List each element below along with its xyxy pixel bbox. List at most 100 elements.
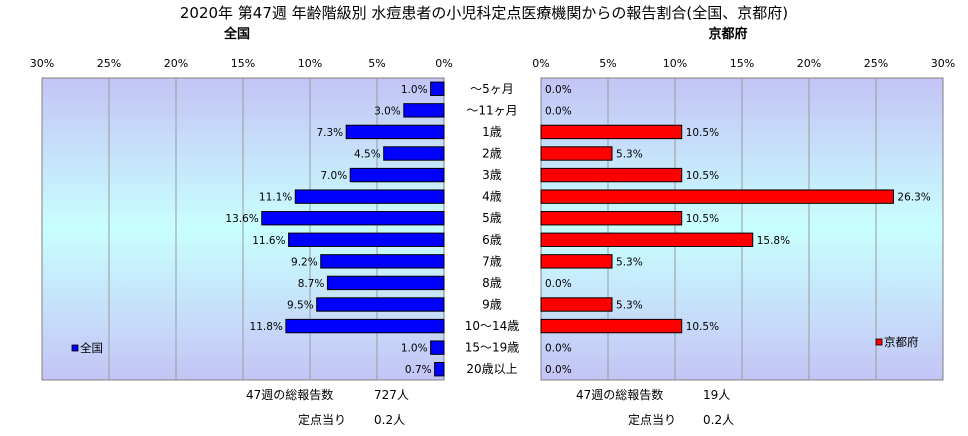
legend-swatch-kyoto xyxy=(875,338,883,346)
x-tick-label-kyoto: 20% xyxy=(797,57,821,70)
bar-kyoto xyxy=(540,167,683,183)
x-tick-label-kyoto: 5% xyxy=(599,57,616,70)
data-label-kyoto: 15.8% xyxy=(757,235,790,247)
data-label-national: 11.1% xyxy=(259,192,292,204)
category-label: 5歳 xyxy=(482,211,502,225)
data-label-national: 8.7% xyxy=(298,278,325,290)
data-label-national: 3.0% xyxy=(374,105,401,117)
category-label: 8歳 xyxy=(482,276,502,290)
bar-national xyxy=(316,297,445,312)
category-label: 7歳 xyxy=(482,254,502,268)
x-tick-label-national: 30% xyxy=(30,57,54,70)
bar-national xyxy=(320,254,445,269)
bar-kyoto xyxy=(540,318,683,334)
category-label: 1歳 xyxy=(482,125,502,139)
data-label-kyoto: 0.0% xyxy=(545,343,572,355)
bar-national xyxy=(430,81,445,96)
data-label-national: 11.8% xyxy=(250,321,283,333)
x-tick-label-national: 10% xyxy=(298,57,322,70)
data-label-national: 9.2% xyxy=(291,256,318,268)
bar-kyoto xyxy=(540,146,613,161)
x-tick-label-national: 15% xyxy=(231,57,255,70)
data-label-kyoto: 10.5% xyxy=(686,213,719,225)
x-tick-label-kyoto: 25% xyxy=(864,57,888,70)
bar-national xyxy=(285,318,445,334)
bars xyxy=(261,81,894,377)
x-tick-label-national: 0% xyxy=(435,57,452,70)
data-label-national: 4.5% xyxy=(354,149,381,161)
data-label-kyoto: 0.0% xyxy=(545,278,572,290)
bar-national xyxy=(326,275,445,291)
category-label: 10～14歳 xyxy=(465,319,520,333)
footer-kyoto: 47週の総報告数 19人 定点当り 0.2人 xyxy=(576,387,734,427)
category-label: 4歳 xyxy=(482,190,502,204)
bar-national xyxy=(261,211,445,226)
bar-national xyxy=(434,362,445,377)
x-tick-label-national: 5% xyxy=(368,57,385,70)
data-label-national: 1.0% xyxy=(401,84,428,96)
x-tick-label-kyoto: 10% xyxy=(663,57,687,70)
footer-kyoto-total-value: 19人 xyxy=(703,388,730,402)
category-label: ～11ヶ月 xyxy=(466,103,517,117)
category-label: 6歳 xyxy=(482,233,502,247)
legend-label-national: 全国 xyxy=(80,341,103,355)
bar-national xyxy=(430,340,445,355)
data-label-national: 13.6% xyxy=(225,213,258,225)
footer-national-total-value: 727人 xyxy=(374,388,409,402)
footer-kyoto-total-label: 47週の総報告数 xyxy=(576,387,663,402)
data-label-kyoto: 26.3% xyxy=(897,192,930,204)
data-label-kyoto: 10.5% xyxy=(686,170,719,182)
footer-national-per-label: 定点当り xyxy=(298,412,346,427)
x-tick-label-kyoto: 0% xyxy=(532,57,549,70)
data-label-kyoto: 5.3% xyxy=(616,300,643,312)
bar-national xyxy=(349,167,445,183)
data-label-kyoto: 0.0% xyxy=(545,84,572,96)
category-label: 9歳 xyxy=(482,298,502,312)
data-label-national: 0.7% xyxy=(405,364,432,376)
bar-national xyxy=(383,146,445,161)
data-labels: 1.0%3.0%7.3%4.5%7.0%11.1%13.6%11.6%9.2%8… xyxy=(225,84,930,376)
legend-label-kyoto: 京都府 xyxy=(884,335,919,349)
bar-national xyxy=(345,124,445,140)
bar-kyoto xyxy=(540,254,613,269)
category-labels: ～5ヶ月 ～11ヶ月 1歳 2歳 3歳 4歳 5歳 6歳 7歳 8歳 9歳 10～14歳 15～19歳 2… xyxy=(465,82,520,376)
data-label-kyoto: 0.0% xyxy=(545,105,572,117)
category-label: 20歳以上 xyxy=(466,362,517,376)
bar-kyoto xyxy=(540,211,683,226)
x-tick-label-national: 20% xyxy=(164,57,188,70)
chart-title: 2020年 第47週 年齢階級別 水痘患者の小児科定点医療機関からの報告割合(全… xyxy=(180,4,788,22)
data-label-kyoto: 5.3% xyxy=(616,256,643,268)
category-label: 3歳 xyxy=(482,168,502,182)
panel-title-kyoto: 京都府 xyxy=(708,26,747,42)
bar-kyoto xyxy=(540,232,754,247)
footer-national-per-value: 0.2人 xyxy=(374,413,405,427)
legend-swatch-national xyxy=(71,344,79,352)
legend-kyoto: 京都府 xyxy=(875,335,919,349)
x-tick-label-kyoto: 30% xyxy=(931,57,955,70)
bar-kyoto xyxy=(540,124,683,140)
data-label-kyoto: 10.5% xyxy=(686,127,719,139)
bar-kyoto xyxy=(540,189,894,204)
data-label-kyoto: 10.5% xyxy=(686,321,719,333)
panel-title-national: 全国 xyxy=(223,26,250,42)
data-label-kyoto: 5.3% xyxy=(616,149,643,161)
category-label: ～5ヶ月 xyxy=(470,82,514,96)
bar-kyoto xyxy=(540,297,613,312)
data-label-national: 7.0% xyxy=(321,170,348,182)
data-label-national: 7.3% xyxy=(316,127,343,139)
data-label-national: 9.5% xyxy=(287,300,314,312)
axis-kyoto: 0% 5% 10% 15% 20% 25% 30% xyxy=(532,57,955,70)
data-label-national: 11.6% xyxy=(252,235,285,247)
data-label-national: 1.0% xyxy=(401,343,428,355)
bar-national xyxy=(294,189,445,204)
bar-national xyxy=(403,103,445,118)
legend-national: 全国 xyxy=(71,341,103,355)
x-tick-label-kyoto: 15% xyxy=(730,57,754,70)
data-label-kyoto: 0.0% xyxy=(545,364,572,376)
axis-national: 0% 5% 10% 15% 20% 25% 30% xyxy=(30,57,453,70)
footer-national-total-label: 47週の総報告数 xyxy=(246,387,333,402)
footer-national: 47週の総報告数 727人 定点当り 0.2人 xyxy=(246,387,409,427)
bar-national xyxy=(288,232,445,247)
